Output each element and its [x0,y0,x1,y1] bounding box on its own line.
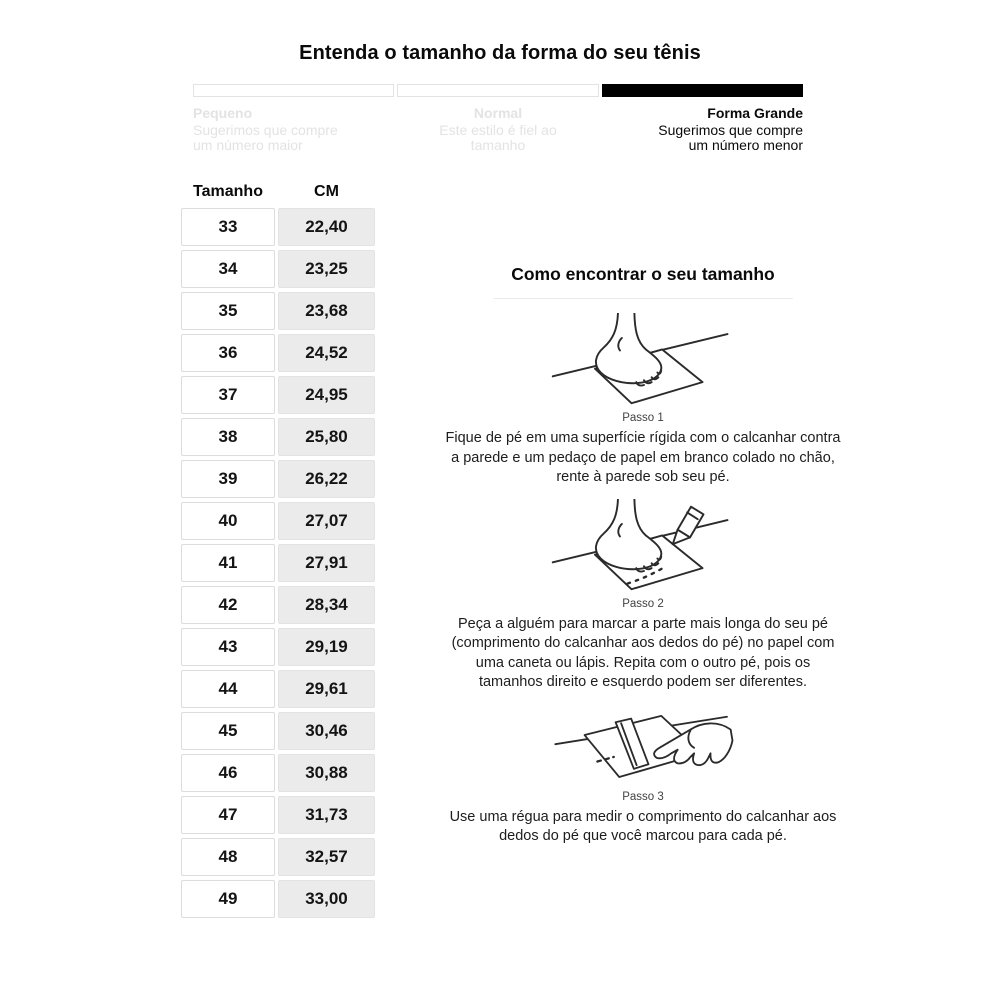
fit-segment-normal [397,84,599,97]
table-row: 49 33,00 [181,880,375,918]
step-label: Passo 3 [622,790,664,803]
foot-on-paper-pencil-icon [551,498,729,590]
table-row: 48 32,57 [181,838,375,876]
cm-cell: 24,95 [278,376,375,414]
cm-cell: 26,22 [278,460,375,498]
table-row: 35 23,68 [181,292,375,330]
cm-cell: 27,07 [278,502,375,540]
size-cell: 45 [181,712,275,750]
fit-label-forma-grande: Forma Grande Sugerimos que compre um núm… [637,105,803,154]
cm-cell: 29,61 [278,670,375,708]
table-row: 46 30,88 [181,754,375,792]
size-cell: 40 [181,502,275,540]
step-2: Passo 2 Peça a alguém para marcar a part… [433,498,853,693]
step-3: Passo 3 Use uma régua para medir o compr… [433,704,853,847]
hand-ruler-paper-icon [554,714,734,778]
size-cell: 38 [181,418,275,456]
fit-label-title: Forma Grande [707,105,803,121]
table-row: 33 22,40 [181,208,375,246]
cm-cell: 24,52 [278,334,375,372]
fit-label-description: Este estilo é fiel ao tamanho [439,121,557,153]
cm-cell: 31,73 [278,796,375,834]
step-text: Fique de pé em uma superfície rígida com… [445,430,841,485]
size-cell: 33 [181,208,275,246]
table-row: 40 27,07 [181,502,375,540]
cm-cell: 30,88 [278,754,375,792]
column-header-tamanho: Tamanho [193,183,263,200]
cm-cell: 23,68 [278,292,375,330]
size-cell: 36 [181,334,275,372]
size-cell: 41 [181,544,275,582]
size-cell: 35 [181,292,275,330]
size-table-header: Tamanho CM [181,183,375,201]
how-to-title: Como encontrar o seu tamanho [511,264,775,284]
size-cell: 42 [181,586,275,624]
size-cell: 46 [181,754,275,792]
table-row: 37 24,95 [181,376,375,414]
size-cell: 48 [181,838,275,876]
table-row: 45 30,46 [181,712,375,750]
table-row: 41 27,91 [181,544,375,582]
cm-cell: 22,40 [278,208,375,246]
fit-segment-pequeno [193,84,395,97]
table-row: 47 31,73 [181,796,375,834]
table-row: 44 29,61 [181,670,375,708]
fit-scale-labels: Pequeno Sugerimos que compre um número m… [193,105,803,154]
how-to-section: Como encontrar o seu tamanho Passo 1 Fiq… [433,264,853,858]
divider [493,298,793,299]
cm-cell: 32,57 [278,838,375,876]
table-row: 42 28,34 [181,586,375,624]
cm-cell: 28,34 [278,586,375,624]
size-cell: 43 [181,628,275,666]
size-table: Tamanho CM 33 22,40 34 23,25 35 23,68 [181,183,375,922]
fit-label-description: Sugerimos que compre um número maior [193,121,338,153]
step-label: Passo 2 [622,597,664,610]
size-cell: 47 [181,796,275,834]
page-title: Entenda o tamanho da forma do seu tênis [299,42,701,64]
step-text: Use uma régua para medir o comprimento d… [449,808,837,845]
table-row: 43 29,19 [181,628,375,666]
size-cell: 37 [181,376,275,414]
size-cell: 49 [181,880,275,918]
size-cell: 34 [181,250,275,288]
fit-label-description: Sugerimos que compre um número menor [658,121,803,153]
cm-cell: 30,46 [278,712,375,750]
step-label: Passo 1 [622,412,664,424]
size-cell: 39 [181,460,275,498]
cm-cell: 27,91 [278,544,375,582]
cm-cell: 29,19 [278,628,375,666]
table-row: 39 26,22 [181,460,375,498]
fit-scale-bar [193,84,803,97]
table-row: 34 23,25 [181,250,375,288]
cm-cell: 23,25 [278,250,375,288]
step-text: Peça a alguém para marcar a parte mais l… [451,615,835,691]
table-row: 36 24,52 [181,334,375,372]
table-row: 38 25,80 [181,418,375,456]
fit-label-title: Pequeno [193,105,253,121]
fit-label-pequeno: Pequeno Sugerimos que compre um número m… [193,105,359,154]
cm-cell: 33,00 [278,880,375,918]
fit-segment-forma-grande [601,84,803,97]
fit-label-title: Normal [473,105,523,121]
cm-cell: 25,80 [278,418,375,456]
size-cell: 44 [181,670,275,708]
size-table-body: 33 22,40 34 23,25 35 23,68 36 24,52 [181,208,375,918]
foot-on-paper-icon [551,313,729,405]
step-1: Passo 1 Fique de pé em uma superfície rí… [433,313,853,488]
column-header-cm: CM [314,183,339,200]
fit-label-normal: Normal Este estilo é fiel ao tamanho [415,105,581,154]
